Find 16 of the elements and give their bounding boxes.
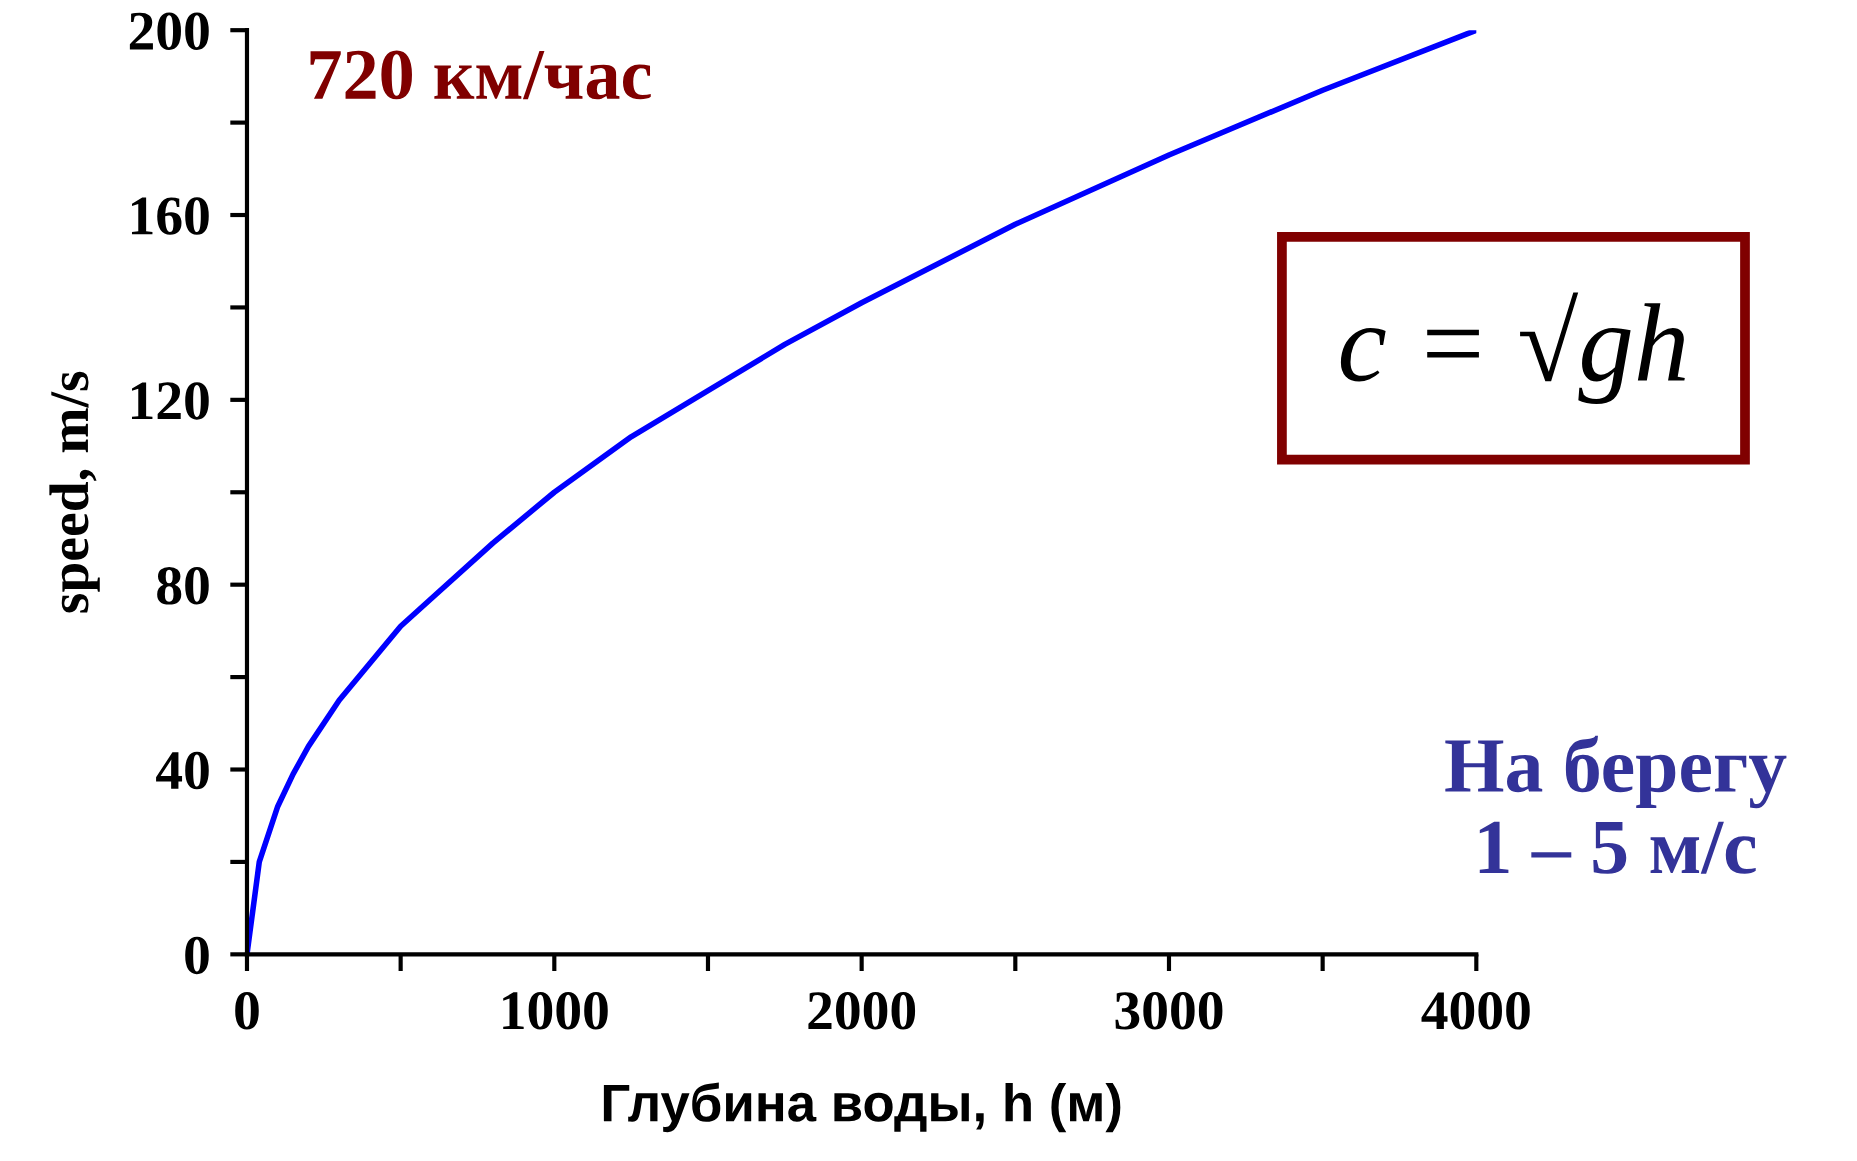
- annotation: c = √gh: [1340, 292, 1685, 405]
- y-tick-label: 0: [185, 936, 209, 975]
- annotation: На берегу 1 – 5 м/с: [1445, 735, 1787, 874]
- x-tick-label: 2000: [808, 992, 916, 1030]
- y-tick-label: 120: [131, 382, 209, 420]
- x-tick-label: 0: [235, 992, 259, 1030]
- x-tick-label: 4000: [1421, 992, 1530, 1030]
- y-tick-label: 200: [129, 12, 209, 51]
- annotation: 720 км/час: [310, 50, 651, 100]
- y-axis-title: speed, m/s: [49, 371, 100, 613]
- y-tick-label: 40: [156, 751, 209, 790]
- y-tick-label: 160: [131, 197, 209, 235]
- y-tick-label: 80: [157, 567, 209, 605]
- x-tick-label: 1000: [503, 992, 608, 1030]
- x-axis-title: Глубина воды, h (м): [603, 1082, 1121, 1133]
- x-tick-label: 3000: [1115, 992, 1223, 1030]
